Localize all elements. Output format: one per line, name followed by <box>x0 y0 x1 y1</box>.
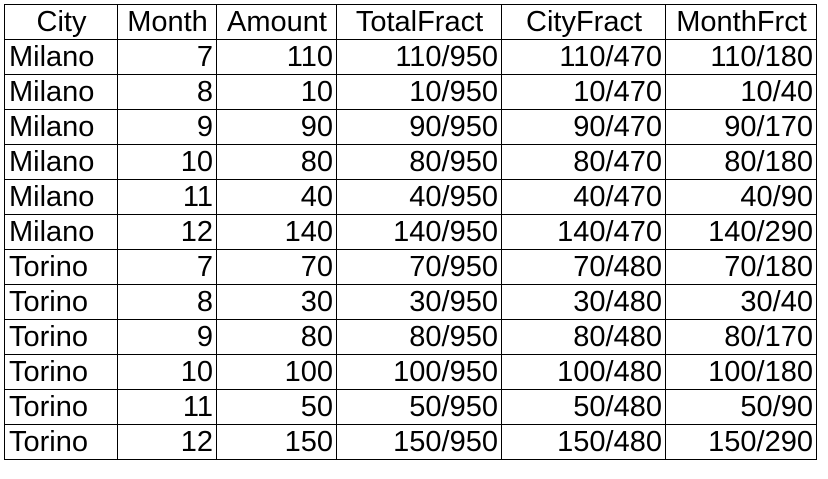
city-fract-cell: 80/480 <box>501 319 666 355</box>
city-fract-cell: 100/480 <box>501 354 666 390</box>
month-frct-cell: 150/290 <box>665 424 817 460</box>
table-row: Milano 12 140 140/950 140/470 140/290 <box>4 214 817 250</box>
month-frct-cell: 30/40 <box>665 284 817 320</box>
amount-cell: 30 <box>216 284 337 320</box>
month-frct-cell: 80/170 <box>665 319 817 355</box>
table-row: Torino 8 30 30/950 30/480 30/40 <box>4 284 817 320</box>
city-cell: Torino <box>4 319 118 355</box>
amount-cell: 110 <box>216 39 337 75</box>
total-fract-cell: 40/950 <box>336 179 502 215</box>
city-fract-cell: 150/480 <box>501 424 666 460</box>
amount-cell: 150 <box>216 424 337 460</box>
table-row: Torino 9 80 80/950 80/480 80/170 <box>4 319 817 355</box>
month-frct-cell: 140/290 <box>665 214 817 250</box>
month-cell: 12 <box>117 214 217 250</box>
month-frct-cell: 100/180 <box>665 354 817 390</box>
total-fract-cell: 110/950 <box>336 39 502 75</box>
month-frct-cell: 10/40 <box>665 74 817 110</box>
data-table: City Month Amount TotalFract CityFract M… <box>4 4 817 460</box>
month-cell: 7 <box>117 249 217 285</box>
month-cell: 10 <box>117 354 217 390</box>
amount-cell: 140 <box>216 214 337 250</box>
month-cell: 8 <box>117 284 217 320</box>
table-row: Milano 11 40 40/950 40/470 40/90 <box>4 179 817 215</box>
city-cell: Milano <box>4 109 118 145</box>
city-cell: Milano <box>4 179 118 215</box>
city-fract-cell: 80/470 <box>501 144 666 180</box>
table-body: Milano 7 110 110/950 110/470 110/180 Milano 8 10… <box>4 39 817 460</box>
amount-cell: 80 <box>216 319 337 355</box>
city-cell: Torino <box>4 389 118 425</box>
table-row: Torino 11 50 50/950 50/480 50/90 <box>4 389 817 425</box>
table-row: Torino 7 70 70/950 70/480 70/180 <box>4 249 817 285</box>
city-cell: Milano <box>4 39 118 75</box>
column-header-city: City <box>4 4 118 40</box>
city-fract-cell: 30/480 <box>501 284 666 320</box>
city-cell: Torino <box>4 249 118 285</box>
amount-cell: 90 <box>216 109 337 145</box>
column-header-city-fract: CityFract <box>501 4 666 40</box>
amount-cell: 100 <box>216 354 337 390</box>
amount-cell: 10 <box>216 74 337 110</box>
amount-cell: 70 <box>216 249 337 285</box>
table-row: Torino 12 150 150/950 150/480 150/290 <box>4 424 817 460</box>
amount-cell: 80 <box>216 144 337 180</box>
month-cell: 11 <box>117 179 217 215</box>
header-row: City Month Amount TotalFract CityFract M… <box>4 4 817 40</box>
city-cell: Milano <box>4 144 118 180</box>
amount-cell: 40 <box>216 179 337 215</box>
total-fract-cell: 150/950 <box>336 424 502 460</box>
city-fract-cell: 50/480 <box>501 389 666 425</box>
city-fract-cell: 10/470 <box>501 74 666 110</box>
city-fract-cell: 90/470 <box>501 109 666 145</box>
city-cell: Torino <box>4 284 118 320</box>
table-row: Milano 8 10 10/950 10/470 10/40 <box>4 74 817 110</box>
total-fract-cell: 90/950 <box>336 109 502 145</box>
month-frct-cell: 70/180 <box>665 249 817 285</box>
total-fract-cell: 140/950 <box>336 214 502 250</box>
city-fract-cell: 40/470 <box>501 179 666 215</box>
total-fract-cell: 100/950 <box>336 354 502 390</box>
column-header-month-frct: MonthFrct <box>665 4 817 40</box>
column-header-amount: Amount <box>216 4 337 40</box>
total-fract-cell: 10/950 <box>336 74 502 110</box>
month-cell: 9 <box>117 109 217 145</box>
month-frct-cell: 80/180 <box>665 144 817 180</box>
month-frct-cell: 90/170 <box>665 109 817 145</box>
city-cell: Milano <box>4 74 118 110</box>
city-fract-cell: 140/470 <box>501 214 666 250</box>
total-fract-cell: 80/950 <box>336 144 502 180</box>
amount-cell: 50 <box>216 389 337 425</box>
table-row: Milano 7 110 110/950 110/470 110/180 <box>4 39 817 75</box>
table-row: Milano 10 80 80/950 80/470 80/180 <box>4 144 817 180</box>
table-row: Milano 9 90 90/950 90/470 90/170 <box>4 109 817 145</box>
total-fract-cell: 30/950 <box>336 284 502 320</box>
month-frct-cell: 110/180 <box>665 39 817 75</box>
month-cell: 12 <box>117 424 217 460</box>
month-cell: 10 <box>117 144 217 180</box>
total-fract-cell: 70/950 <box>336 249 502 285</box>
city-fract-cell: 110/470 <box>501 39 666 75</box>
total-fract-cell: 80/950 <box>336 319 502 355</box>
month-frct-cell: 40/90 <box>665 179 817 215</box>
month-cell: 9 <box>117 319 217 355</box>
city-cell: Torino <box>4 354 118 390</box>
month-cell: 11 <box>117 389 217 425</box>
column-header-total-fract: TotalFract <box>336 4 502 40</box>
month-cell: 8 <box>117 74 217 110</box>
city-cell: Torino <box>4 424 118 460</box>
column-header-month: Month <box>117 4 217 40</box>
month-cell: 7 <box>117 39 217 75</box>
table-row: Torino 10 100 100/950 100/480 100/180 <box>4 354 817 390</box>
city-fract-cell: 70/480 <box>501 249 666 285</box>
month-frct-cell: 50/90 <box>665 389 817 425</box>
total-fract-cell: 50/950 <box>336 389 502 425</box>
city-cell: Milano <box>4 214 118 250</box>
